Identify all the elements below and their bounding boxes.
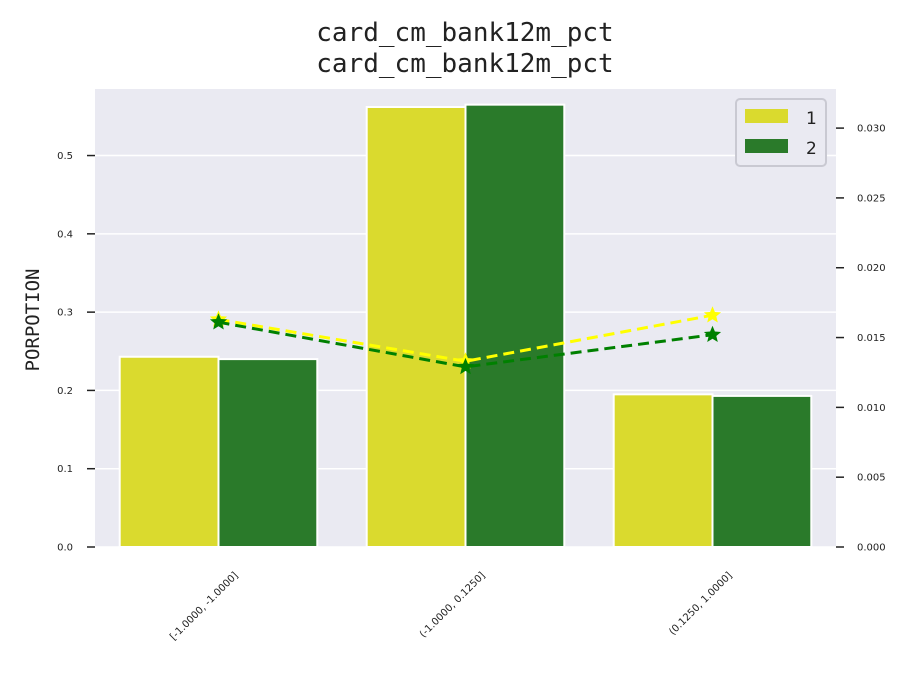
y-tick-label-1: 0.1 (57, 464, 73, 475)
y2-tick-label-6: 0.030 (857, 124, 886, 135)
bar-series-1-2 (612, 393, 714, 549)
y2-tick-label-3: 0.015 (857, 333, 886, 344)
x-tick-label-1: (-1.0000, 0.1250] (418, 570, 488, 640)
marker-series-2-2 (703, 325, 722, 342)
y2-tick-label-5: 0.025 (857, 193, 886, 204)
y-tick-label-4: 0.4 (57, 229, 73, 240)
bar-series-2-2 (711, 394, 813, 548)
chart-title-line-1: card_cm_bank12m_pct (316, 18, 613, 48)
legend-swatch-2 (745, 139, 788, 153)
bar-series-1-1 (365, 106, 467, 548)
left-axis: 0.0 0.1 0.2 0.3 0.4 0.5 (57, 151, 95, 554)
y-tick-label-2: 0.2 (57, 386, 73, 397)
marker-series-1-2 (703, 306, 722, 323)
y-tick-label-3: 0.3 (57, 308, 73, 319)
legend-label-2: 2 (806, 139, 817, 159)
y2-tick-label-1: 0.005 (857, 473, 886, 484)
line-series-2 (218, 320, 713, 369)
marker-series-2-1 (456, 357, 475, 375)
y2-tick-label-0: 0.000 (857, 543, 886, 554)
x-axis: [-1.0000, -1.0000] (-1.0000, 0.1250] (0.12… (168, 570, 734, 642)
legend-swatch-1 (745, 109, 788, 123)
legend-label-1: 1 (806, 109, 817, 129)
bars (118, 103, 813, 549)
legend: 1 2 (735, 98, 827, 167)
bar-series-2-1 (464, 103, 566, 549)
x-tick-label-2: (0.1250, 1.0000] (667, 570, 734, 637)
y2-tick-label-2: 0.010 (857, 403, 886, 414)
bar-series-1-0 (118, 355, 220, 548)
x-tick-label-0: [-1.0000, -1.0000] (168, 570, 240, 642)
lines (209, 306, 722, 375)
chart-title-line-2: card_cm_bank12m_pct (316, 49, 613, 79)
right-axis: 0.000 0.005 0.010 0.015 0.020 0.025 0.030 (836, 124, 886, 554)
bar-series-2-0 (217, 358, 319, 548)
y-tick-label-5: 0.5 (57, 151, 73, 162)
y-axis-label: PORPOTION (22, 269, 44, 372)
y-tick-label-0: 0.0 (57, 543, 73, 554)
y2-tick-label-4: 0.020 (857, 263, 886, 274)
line-series-1 (218, 313, 713, 363)
marker-series-2-0 (209, 313, 228, 330)
